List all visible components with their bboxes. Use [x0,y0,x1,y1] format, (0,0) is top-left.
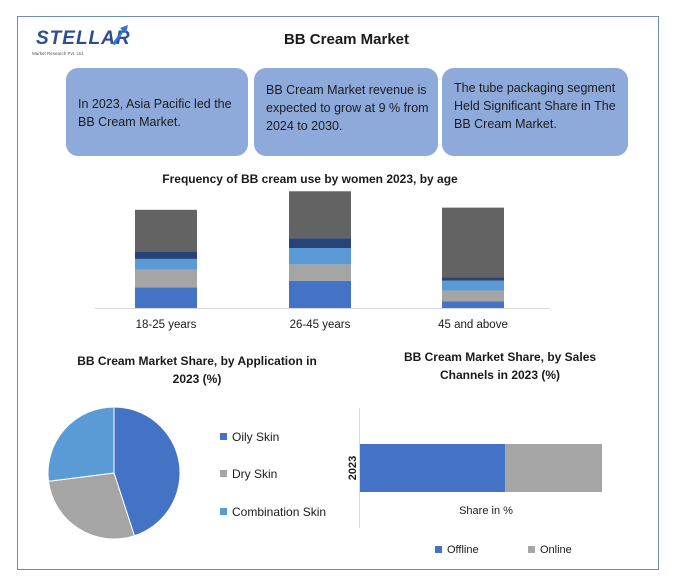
age-bar-segment [289,248,351,265]
channel-bar-segment [360,444,506,492]
channel-category-label: 2023 [347,456,359,480]
fact-card-text: The tube packaging segment Held Signific… [454,81,616,131]
age-chart-title: Frequency of BB cream use by women 2023,… [162,172,458,186]
channel-chart-title: BB Cream Market Share, by Sales Channels… [403,350,597,382]
logo-tagline: Market Research Pvt. Ltd. [32,51,85,56]
pie-slice [113,406,181,537]
logo-arrow-icon [112,25,128,45]
legend-item-online: Online [528,544,572,556]
fact-card-asia-pacific: In 2023, Asia Pacific led the BB Cream M… [66,68,248,156]
legend-label: Online [540,544,572,556]
legend-label: Oily Skin [232,430,280,444]
age-bar-segment [289,280,351,308]
age-bar-segment [289,191,351,239]
age-bar-segment [442,207,504,278]
age-bar-segment [135,251,197,259]
pie-slice [47,472,136,540]
age-bar-segment [135,258,197,270]
legend-swatch [220,470,227,478]
age-bar-segment [135,287,197,308]
fact-card-tube-packaging: The tube packaging segment Held Signific… [442,68,628,156]
page-title: BB Cream Market [283,31,410,48]
age-bar-segment [442,280,504,291]
legend-label: Offline [447,544,479,556]
legend-swatch [220,433,227,441]
age-bar-segment [442,301,504,308]
fact-card-text: In 2023, Asia Pacific led the BB Cream M… [78,97,232,129]
channel-axis-label: Share in % [459,505,513,517]
age-bar-segment [442,277,504,281]
legend-swatch [528,545,535,553]
age-category-label: 45 and above [438,319,508,331]
age-bar-segment [135,269,197,288]
legend-item-oily-skin: Oily Skin [220,430,279,444]
age-bar-segment [289,264,351,281]
age-category-label: 26-45 years [290,319,351,331]
legend-swatch [220,508,227,516]
legend-label: Dry Skin [232,467,278,481]
age-category-label: 18-25 years [136,319,197,331]
age-bar-segment [135,209,197,252]
pie-slice [47,406,115,482]
age-bar-segment [442,290,504,302]
pie-chart-title: BB Cream Market Share, by Application in… [77,354,317,386]
legend-item-combination-skin: Combination Skin [220,505,326,519]
fact-card-text: BB Cream Market revenue is expected to g… [266,83,429,133]
legend-item-offline: Offline [435,544,479,556]
fact-card-revenue-growth: BB Cream Market revenue is expected to g… [254,68,438,156]
company-logo: STELLAR Market Research Pvt. Ltd. [30,24,140,62]
logo-name: STELLAR [36,28,131,49]
legend-label: Combination Skin [232,505,327,519]
legend-item-dry-skin: Dry Skin [220,467,277,481]
age-bar-segment [289,238,351,248]
channel-bar-segment [505,444,602,492]
legend-swatch [435,545,442,553]
